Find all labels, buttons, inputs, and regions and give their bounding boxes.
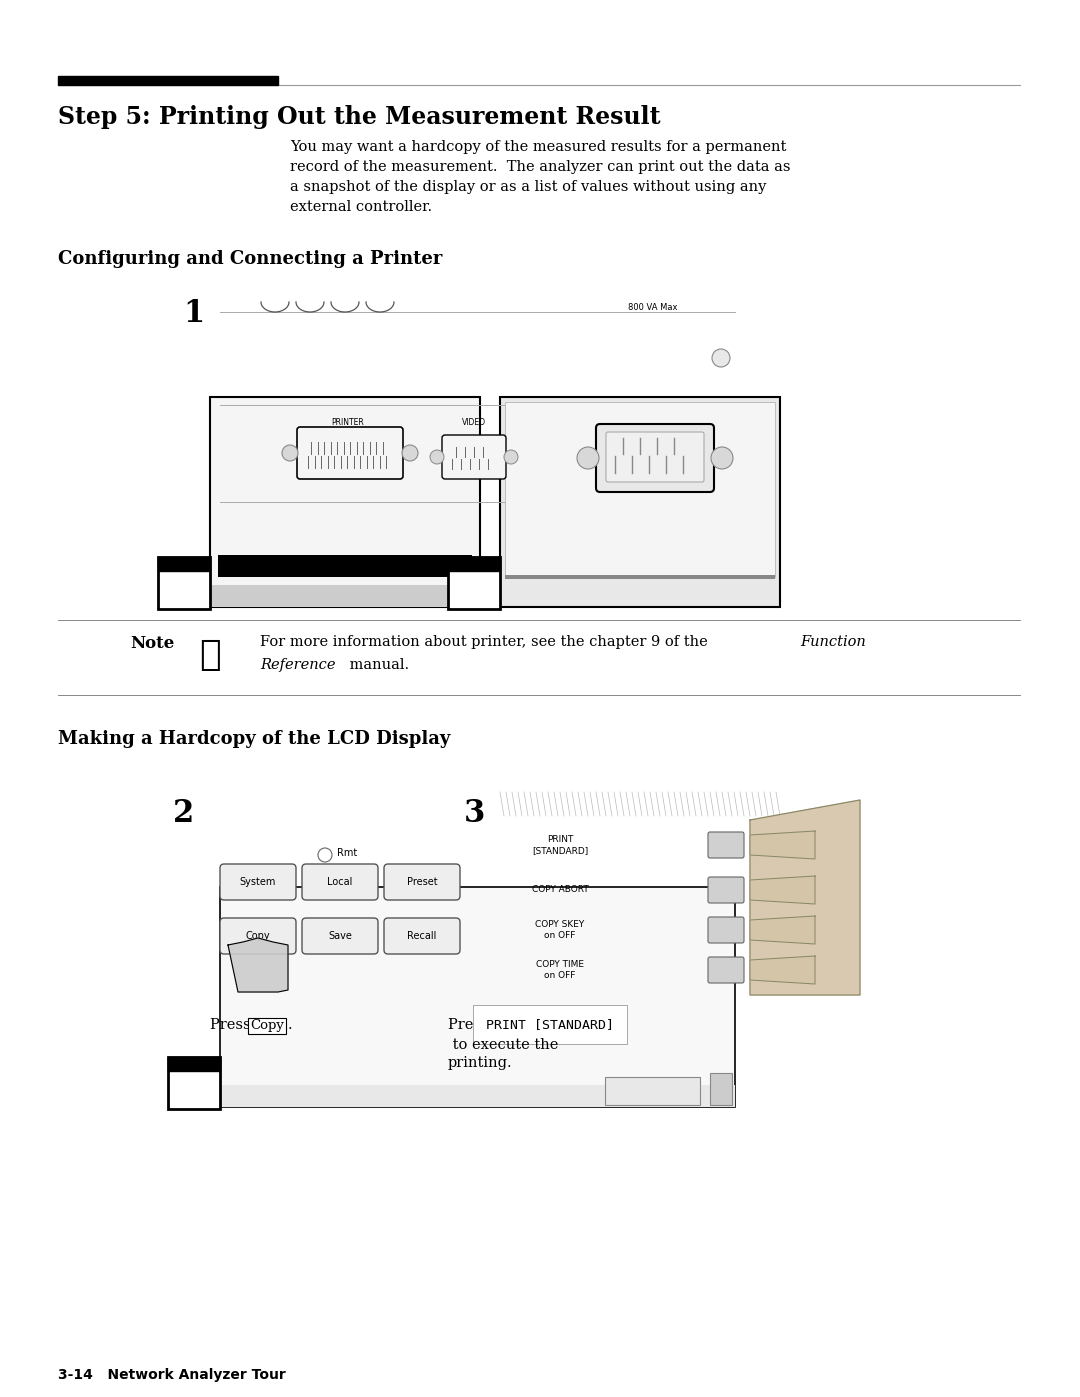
Text: INSTRUMENT STATE: INSTRUMENT STATE — [291, 826, 400, 835]
FancyBboxPatch shape — [220, 863, 296, 900]
Polygon shape — [228, 937, 288, 992]
Text: System: System — [240, 877, 276, 887]
Circle shape — [712, 349, 730, 367]
FancyBboxPatch shape — [708, 877, 744, 902]
Text: Step 5: Printing Out the Measurement Result: Step 5: Printing Out the Measurement Res… — [58, 105, 661, 129]
Text: 2: 2 — [174, 799, 194, 830]
Bar — [168, 1058, 220, 1109]
FancyBboxPatch shape — [302, 863, 378, 900]
Text: Preset: Preset — [407, 877, 437, 887]
Text: printing.: printing. — [448, 1056, 513, 1070]
Bar — [220, 1085, 735, 1106]
Polygon shape — [750, 831, 815, 859]
Text: to execute the: to execute the — [448, 1038, 558, 1052]
FancyBboxPatch shape — [708, 916, 744, 943]
Circle shape — [402, 446, 418, 461]
FancyBboxPatch shape — [302, 918, 378, 954]
Text: Configuring and Connecting a Printer: Configuring and Connecting a Printer — [58, 250, 443, 268]
Text: 1: 1 — [184, 299, 204, 330]
Bar — [605, 1077, 700, 1105]
Text: Function: Function — [800, 636, 866, 650]
Text: PRINTER
(Parallel): PRINTER (Parallel) — [330, 418, 365, 437]
Text: VIDEO: VIDEO — [462, 418, 486, 427]
FancyBboxPatch shape — [596, 425, 714, 492]
Bar — [505, 402, 775, 577]
Text: Recall: Recall — [407, 930, 436, 942]
Text: COPY SKEY
on OFF: COPY SKEY on OFF — [536, 921, 584, 940]
Text: PRINT [STANDARD]: PRINT [STANDARD] — [486, 1018, 615, 1031]
Text: Copy: Copy — [251, 1020, 284, 1032]
Polygon shape — [750, 916, 815, 944]
Circle shape — [577, 447, 599, 469]
Text: 3: 3 — [463, 799, 485, 830]
Bar — [210, 397, 480, 608]
Text: Press: Press — [448, 1018, 494, 1032]
Bar — [218, 555, 472, 577]
Text: Rmt: Rmt — [337, 848, 357, 858]
FancyBboxPatch shape — [384, 918, 460, 954]
FancyBboxPatch shape — [606, 432, 704, 482]
Text: PRINT
[STANDARD]: PRINT [STANDARD] — [531, 835, 589, 855]
Text: For more information about printer, see the chapter 9 of the: For more information about printer, see … — [260, 636, 713, 650]
Text: Note: Note — [130, 636, 174, 652]
Text: 800 VA Max: 800 VA Max — [629, 303, 678, 312]
Bar — [210, 585, 480, 608]
FancyBboxPatch shape — [297, 427, 403, 479]
Text: COPY ABORT: COPY ABORT — [531, 886, 589, 894]
Text: You may want a hardcopy of the measured results for a permanent
record of the me: You may want a hardcopy of the measured … — [291, 140, 791, 214]
Bar — [158, 557, 210, 609]
Circle shape — [282, 446, 298, 461]
Bar — [158, 557, 210, 571]
Text: 3-14   Network Analyzer Tour: 3-14 Network Analyzer Tour — [58, 1368, 286, 1382]
Bar — [505, 576, 775, 578]
Text: Press: Press — [210, 1018, 255, 1032]
Bar — [58, 75, 278, 85]
Circle shape — [711, 447, 733, 469]
Text: Locate the parallel interface connector on the back of the analyzer.: Locate the parallel interface connector … — [291, 585, 741, 598]
Bar — [448, 557, 500, 571]
Text: Save: Save — [328, 930, 352, 942]
FancyBboxPatch shape — [384, 863, 460, 900]
Text: .: . — [288, 1018, 293, 1032]
Bar — [220, 887, 735, 1106]
FancyBboxPatch shape — [220, 918, 296, 954]
Bar — [710, 1073, 732, 1105]
Text: Reference: Reference — [260, 658, 336, 672]
Bar — [500, 397, 780, 608]
FancyBboxPatch shape — [708, 833, 744, 858]
Polygon shape — [750, 800, 860, 995]
Polygon shape — [750, 956, 815, 983]
Bar — [675, 492, 720, 510]
FancyBboxPatch shape — [708, 957, 744, 983]
Polygon shape — [750, 876, 815, 904]
Text: COPY TIME
on OFF: COPY TIME on OFF — [536, 960, 584, 979]
FancyBboxPatch shape — [442, 434, 507, 479]
Text: ✊: ✊ — [199, 638, 220, 672]
Bar — [248, 1018, 286, 1034]
Circle shape — [318, 848, 332, 862]
Text: Copy: Copy — [245, 930, 270, 942]
Text: Making a Hardcopy of the LCD Display: Making a Hardcopy of the LCD Display — [58, 731, 450, 747]
Text: Local: Local — [327, 877, 353, 887]
Bar — [168, 1058, 220, 1071]
Circle shape — [430, 450, 444, 464]
Bar — [448, 557, 500, 609]
Circle shape — [504, 450, 518, 464]
Text: manual.: manual. — [345, 658, 409, 672]
